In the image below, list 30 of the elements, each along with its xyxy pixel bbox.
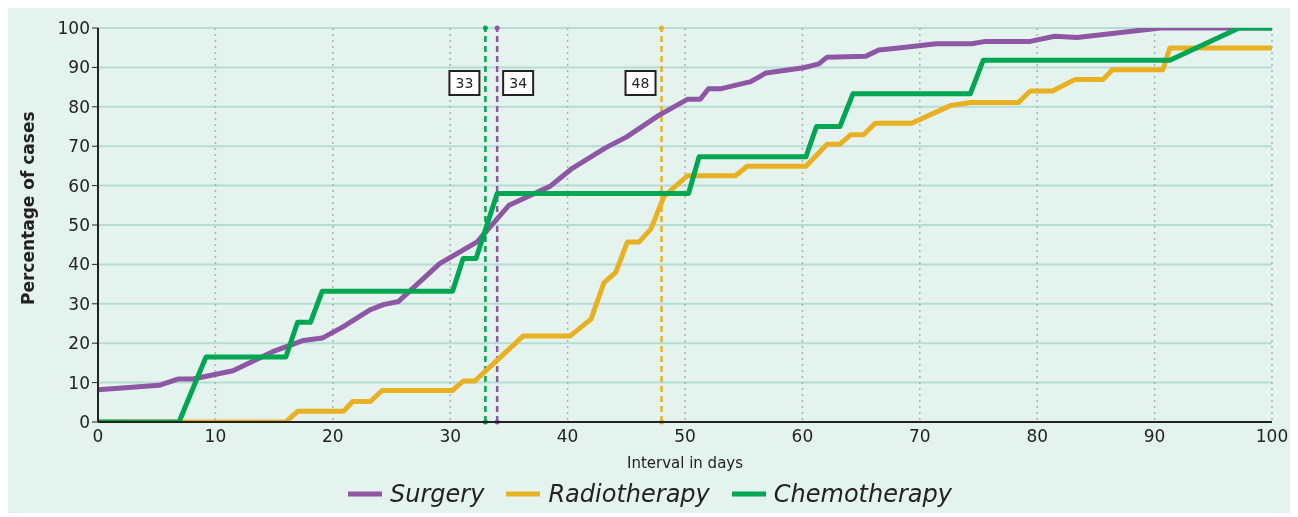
- x-tick-label: 100: [1255, 426, 1289, 447]
- y-axis-title: Percentage of cases: [18, 111, 39, 305]
- legend-label: Radiotherapy: [548, 480, 710, 508]
- x-axis-title: Interval in days: [626, 454, 744, 472]
- x-tick-label: 60: [791, 426, 814, 447]
- y-tick-label: 70: [68, 136, 90, 157]
- y-tick-label: 10: [68, 372, 90, 393]
- y-tick-label: 90: [68, 57, 90, 78]
- x-tick-label: 80: [1026, 426, 1049, 447]
- y-tick-label: 0: [79, 412, 90, 433]
- ref-line-label: 33: [455, 75, 474, 91]
- x-tick-label: 10: [204, 426, 227, 447]
- y-tick-label: 50: [68, 215, 90, 236]
- y-tick-label: 80: [68, 96, 90, 117]
- x-tick-label: 30: [439, 426, 462, 447]
- y-tick-label: 40: [68, 254, 90, 275]
- y-tick-label: 100: [57, 18, 90, 39]
- x-tick-label: 90: [1143, 426, 1166, 447]
- x-tick-label: 20: [321, 426, 344, 447]
- y-tick-label: 20: [68, 333, 90, 354]
- legend-label: Chemotherapy: [773, 480, 952, 508]
- y-tick-label: 60: [68, 175, 90, 196]
- ref-line-label: 34: [509, 75, 528, 91]
- x-tick-label: 70: [908, 426, 931, 447]
- legend-label: Surgery: [390, 480, 485, 508]
- ref-line-label: 48: [631, 75, 650, 91]
- x-tick-label: 0: [92, 426, 104, 447]
- x-tick-label: 50: [674, 426, 696, 447]
- y-tick-label: 30: [68, 293, 90, 314]
- x-tick-label: 40: [556, 426, 579, 447]
